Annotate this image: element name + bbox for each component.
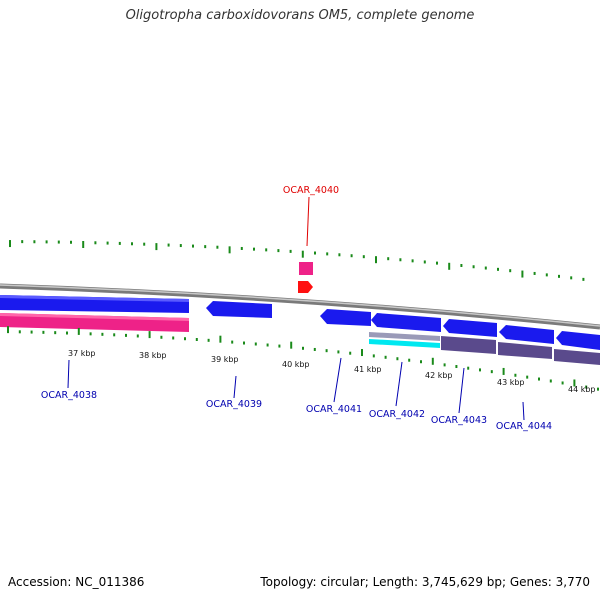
grey-feature[interactable] [369, 332, 440, 341]
gene-label-ocar-4042[interactable]: OCAR_4042 [369, 409, 425, 420]
cds-ocar-4042[interactable] [371, 313, 441, 332]
cds-ocar-4044[interactable] [499, 325, 554, 344]
label-leader-line [306, 196, 310, 247]
kbp-label: 42 kbp [425, 371, 453, 380]
inner-tick-ring [7, 326, 599, 391]
gene-label-ocar-4038[interactable]: OCAR_4038 [41, 390, 97, 401]
cds-ocar-4038-shade [0, 295, 189, 302]
cds-ocar-4045[interactable] [556, 331, 600, 350]
accession-label: Accession: NC_011386 [8, 575, 145, 589]
feature-4040-pink[interactable] [299, 262, 313, 275]
label-leader-line [522, 401, 525, 421]
backbone-highlight [0, 284, 600, 327]
map-title: Oligotropha carboxidovorans OM5, complet… [125, 8, 475, 23]
cds-ocar-4041[interactable] [320, 309, 371, 326]
label-leader-line [395, 361, 403, 407]
backbone [0, 283, 600, 330]
rna-track-highlight [0, 313, 189, 321]
gene-label-ocar-4039[interactable]: OCAR_4039 [206, 399, 262, 410]
feature-4040-red[interactable] [298, 281, 313, 293]
cyan-feature[interactable] [369, 339, 440, 348]
gene-label-ocar-4040[interactable]: OCAR_4040 [283, 185, 339, 196]
gene-label-ocar-4044[interactable]: OCAR_4044 [496, 421, 552, 432]
cds-ocar-4043[interactable] [443, 319, 497, 337]
dark-gene-block-1[interactable] [441, 336, 496, 354]
gene-labels: OCAR_4040 OCAR_4038 OCAR_4039 OCAR_4041 OCAR… [41, 185, 552, 432]
label-leader-line [333, 357, 342, 403]
scale-labels: 37 kbp 38 kbp 39 kbp 40 kbp 41 kbp 42 kbp 43 k… [68, 349, 596, 394]
kbp-label: 38 kbp [139, 351, 167, 360]
dark-gene-block-2[interactable] [498, 342, 552, 359]
genome-summary: Topology: circular; Length: 3,745,629 bp… [260, 575, 590, 589]
label-leader-line [233, 375, 237, 399]
kbp-label: 43 kbp [497, 378, 525, 387]
dark-gene-block-3[interactable] [554, 349, 600, 365]
kbp-label: 39 kbp [211, 355, 239, 364]
kbp-label: 37 kbp [68, 349, 96, 358]
label-leader-line [67, 359, 70, 389]
gene-label-ocar-4041[interactable]: OCAR_4041 [306, 404, 362, 415]
outer-tick-ring [9, 240, 585, 281]
kbp-label: 40 kbp [282, 360, 310, 369]
kbp-label: 44 kbp [568, 385, 596, 394]
cds-ocar-4039[interactable] [206, 301, 272, 318]
kbp-label: 41 kbp [354, 365, 382, 374]
label-leader-line [458, 367, 465, 414]
gene-label-ocar-4043[interactable]: OCAR_4043 [431, 415, 487, 426]
